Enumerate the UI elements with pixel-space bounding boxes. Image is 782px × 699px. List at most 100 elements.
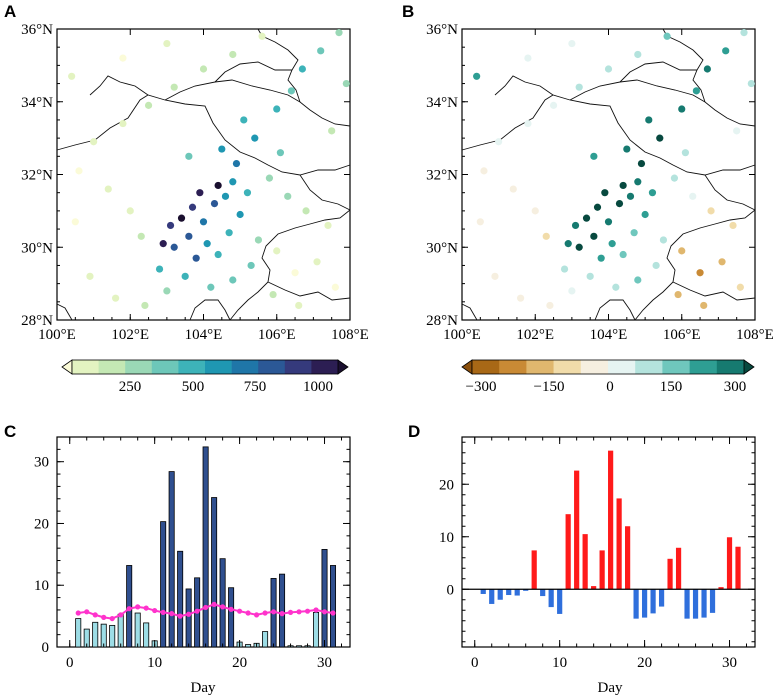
station-dot bbox=[207, 283, 215, 291]
station-dot bbox=[276, 149, 285, 157]
panel-label-c: C bbox=[4, 422, 16, 441]
station-dot bbox=[597, 254, 605, 262]
bar-day-6 bbox=[117, 613, 124, 648]
bar-day-3 bbox=[92, 621, 99, 648]
bar-day-30 bbox=[321, 549, 328, 648]
station-dot bbox=[203, 240, 211, 248]
x-tick-label: 30 bbox=[722, 655, 737, 671]
colorbar-extend-low bbox=[461, 359, 473, 375]
colorbar-swatch bbox=[72, 360, 99, 374]
station-dot bbox=[104, 185, 112, 193]
colorbar-swatch bbox=[499, 360, 527, 374]
bar-day-25 bbox=[684, 589, 690, 619]
station-dot bbox=[604, 65, 613, 73]
colorbar-extend-high bbox=[337, 359, 349, 375]
bar-day-9 bbox=[548, 589, 554, 608]
station-dot bbox=[747, 79, 755, 88]
mean-point bbox=[177, 613, 183, 619]
colorbar-swatch bbox=[98, 360, 126, 374]
station-dot bbox=[342, 79, 350, 88]
station-dot bbox=[619, 250, 627, 259]
station-dot bbox=[495, 138, 503, 146]
station-dot bbox=[480, 167, 488, 175]
station-dot bbox=[582, 214, 591, 222]
station-dot bbox=[476, 218, 484, 226]
station-dot bbox=[604, 218, 613, 226]
station-dot bbox=[590, 232, 598, 240]
x-axis-label-c: Day bbox=[191, 680, 216, 696]
station-dot bbox=[630, 229, 638, 237]
bar-day-18 bbox=[625, 526, 631, 590]
station-dot bbox=[273, 105, 281, 113]
colorbar-swatch bbox=[231, 360, 259, 374]
station-dot bbox=[313, 258, 321, 266]
station-dot bbox=[608, 240, 616, 248]
station-dot bbox=[269, 290, 277, 299]
bar-day-20 bbox=[641, 589, 648, 618]
mean-point bbox=[304, 608, 311, 614]
station-dot bbox=[199, 65, 208, 73]
station-dot bbox=[575, 243, 583, 251]
station-dot bbox=[335, 29, 343, 37]
bar-day-5 bbox=[514, 589, 520, 596]
mean-point bbox=[135, 604, 141, 610]
mean-point bbox=[126, 606, 132, 612]
colorbar-label: 250 bbox=[119, 379, 142, 395]
x-tick-label: 108°E bbox=[736, 327, 774, 343]
x-tick-label: 100°E bbox=[38, 327, 76, 343]
station-dot bbox=[119, 119, 127, 128]
station-dot bbox=[254, 236, 263, 244]
x-tick-label: 102°E bbox=[516, 327, 554, 343]
bar-day-24 bbox=[675, 547, 682, 590]
x-tick-label: 20 bbox=[637, 655, 652, 671]
colorbar-swatch bbox=[662, 360, 690, 374]
bar-chart-c: 0 10 20 30 0 10 20 30 Day bbox=[34, 436, 351, 696]
station-dot bbox=[273, 247, 281, 255]
bar-chart-d: 0 10 20 30 0 10 20 Day bbox=[439, 436, 756, 696]
station-dot bbox=[626, 192, 635, 200]
mean-point bbox=[169, 611, 175, 617]
mean-point bbox=[321, 609, 328, 615]
bar-day-31 bbox=[735, 546, 741, 590]
station-dot bbox=[284, 192, 292, 200]
y-tick-label: 10 bbox=[439, 530, 454, 546]
bar-day-3 bbox=[497, 589, 503, 600]
bar-day-17 bbox=[616, 498, 622, 590]
station-dot bbox=[166, 221, 175, 230]
station-dot bbox=[163, 39, 171, 48]
colorbar-label: 300 bbox=[724, 379, 747, 395]
bar-day-16 bbox=[608, 450, 614, 590]
station-dot bbox=[218, 145, 226, 153]
colorbar-swatch bbox=[716, 360, 745, 374]
bar-day-19 bbox=[228, 587, 235, 648]
mean-point bbox=[330, 610, 336, 616]
bar-day-12 bbox=[574, 470, 580, 590]
colorbar-swatch bbox=[526, 360, 554, 374]
bar-day-17 bbox=[211, 497, 218, 648]
station-dot bbox=[317, 47, 325, 55]
mean-point bbox=[92, 612, 98, 618]
station-dot bbox=[177, 214, 186, 222]
station-dot bbox=[214, 250, 222, 259]
y-tick-label: 36°N bbox=[21, 22, 53, 38]
station-dot bbox=[210, 200, 219, 208]
colorbar-swatch bbox=[689, 360, 718, 374]
colorbar-swatch bbox=[580, 360, 609, 374]
bar-day-15 bbox=[599, 550, 605, 590]
station-dot bbox=[68, 72, 76, 80]
station-dot bbox=[232, 159, 241, 168]
boundary-lines bbox=[56, 28, 351, 321]
station-dot bbox=[634, 50, 642, 59]
bar-day-16 bbox=[202, 446, 209, 648]
station-dot bbox=[229, 178, 237, 186]
station-dot bbox=[119, 54, 127, 62]
y-tick-label: 30°N bbox=[21, 240, 53, 256]
boundary-lines bbox=[461, 28, 756, 321]
station-dot bbox=[185, 232, 193, 240]
station-dot bbox=[568, 287, 576, 295]
x-tick-label: 104°E bbox=[590, 327, 628, 343]
colorbar-label: 150 bbox=[660, 379, 683, 395]
station-dot bbox=[692, 87, 701, 95]
mean-point bbox=[101, 614, 107, 620]
